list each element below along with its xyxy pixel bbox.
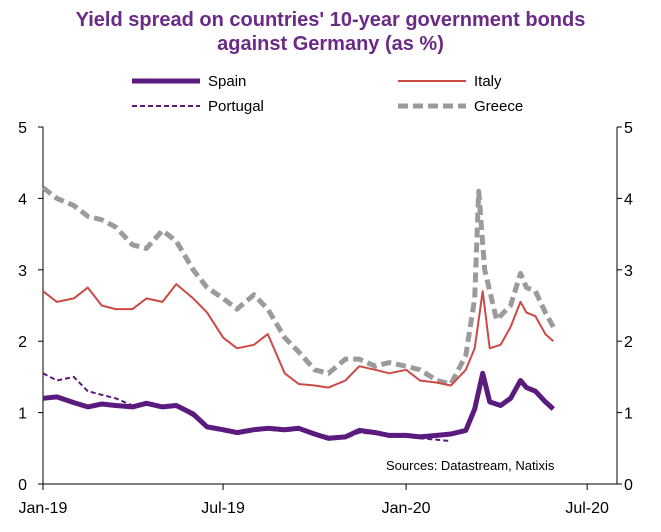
y-tick-label-left: 2 [18, 334, 27, 351]
plot-lines [41, 185, 556, 443]
y-ticks: 0 0 1 1 2 2 3 3 4 4 5 5 [18, 120, 633, 494]
y-tick-label-right: 3 [624, 263, 633, 280]
legend-label-italy: Italy [474, 73, 502, 90]
x-tick-label: Jul-19 [201, 500, 245, 517]
y-tick-label-left: 3 [18, 263, 27, 280]
legend: Spain Italy Portugal Greece [132, 73, 523, 115]
y-tick-label-right: 4 [624, 191, 633, 208]
y-tick-label-left: 0 [18, 477, 27, 494]
y-tick-label-left: 5 [18, 120, 27, 137]
y-tick-label-right: 5 [624, 120, 633, 137]
series-line-italy [42, 283, 554, 389]
chart-title: Yield spread on countries' 10-year gover… [0, 8, 661, 56]
chart-title-line-2: against Germany (as %) [217, 33, 444, 55]
chart-title-line-1: Yield spread on countries' 10-year gover… [75, 9, 586, 31]
y-tick-label-right: 1 [624, 406, 633, 423]
legend-label-greece: Greece [474, 98, 523, 115]
series-line-greece [41, 185, 556, 387]
legend-label-portugal: Portugal [208, 98, 264, 115]
y-tick-label-left: 4 [18, 191, 27, 208]
x-tick-label: Jan-19 [19, 500, 68, 517]
source-note: Sources: Datastream, Natixis [386, 458, 555, 473]
y-tick-label-right: 0 [624, 477, 633, 494]
y-tick-label-right: 2 [624, 334, 633, 351]
x-ticks: Jan-19 Jul-19 Jan-20 Jul-20 [19, 484, 609, 517]
series-line-spain [42, 370, 555, 441]
axes [42, 127, 618, 485]
x-tick-label: Jul-20 [565, 500, 609, 517]
y-tick-label-left: 1 [18, 406, 27, 423]
x-tick-label: Jan-20 [382, 500, 431, 517]
legend-label-spain: Spain [208, 73, 246, 90]
